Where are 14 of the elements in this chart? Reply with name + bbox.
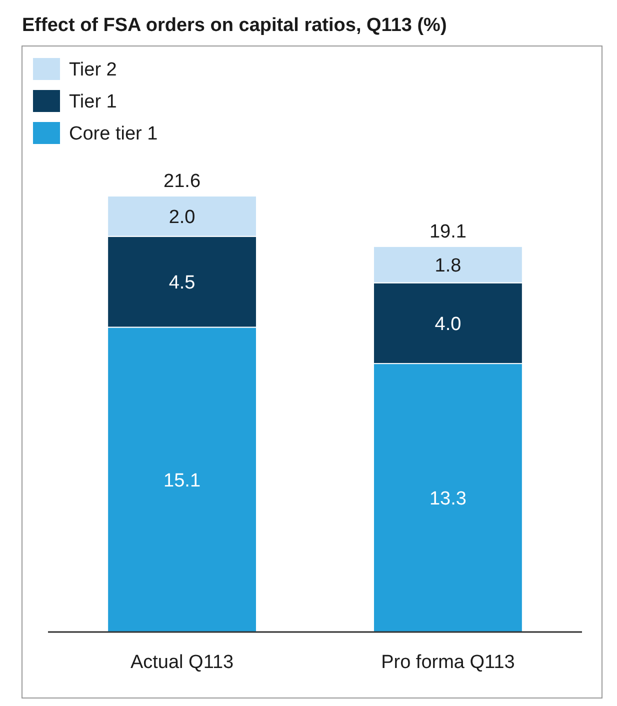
- legend-label: Tier 1: [69, 92, 117, 113]
- chart-title: Effect of FSA orders on capital ratios, Q113 (%): [22, 15, 447, 36]
- legend-label: Core tier 1: [69, 124, 158, 145]
- legend-label: Tier 2: [69, 60, 117, 81]
- data-label: 2.0: [168, 206, 196, 228]
- data-label: 13.3: [429, 488, 466, 510]
- data-label: 4.5: [168, 272, 196, 294]
- total-label: 19.1: [429, 221, 466, 242]
- data-label: 4.0: [434, 314, 462, 335]
- x-tick-label: Actual Q113: [130, 652, 234, 673]
- x-tick-label: Pro forma Q113: [381, 652, 515, 673]
- data-label: 15.1: [164, 470, 201, 492]
- total-label: 21.6: [164, 171, 201, 192]
- data-label: 1.8: [434, 255, 462, 276]
